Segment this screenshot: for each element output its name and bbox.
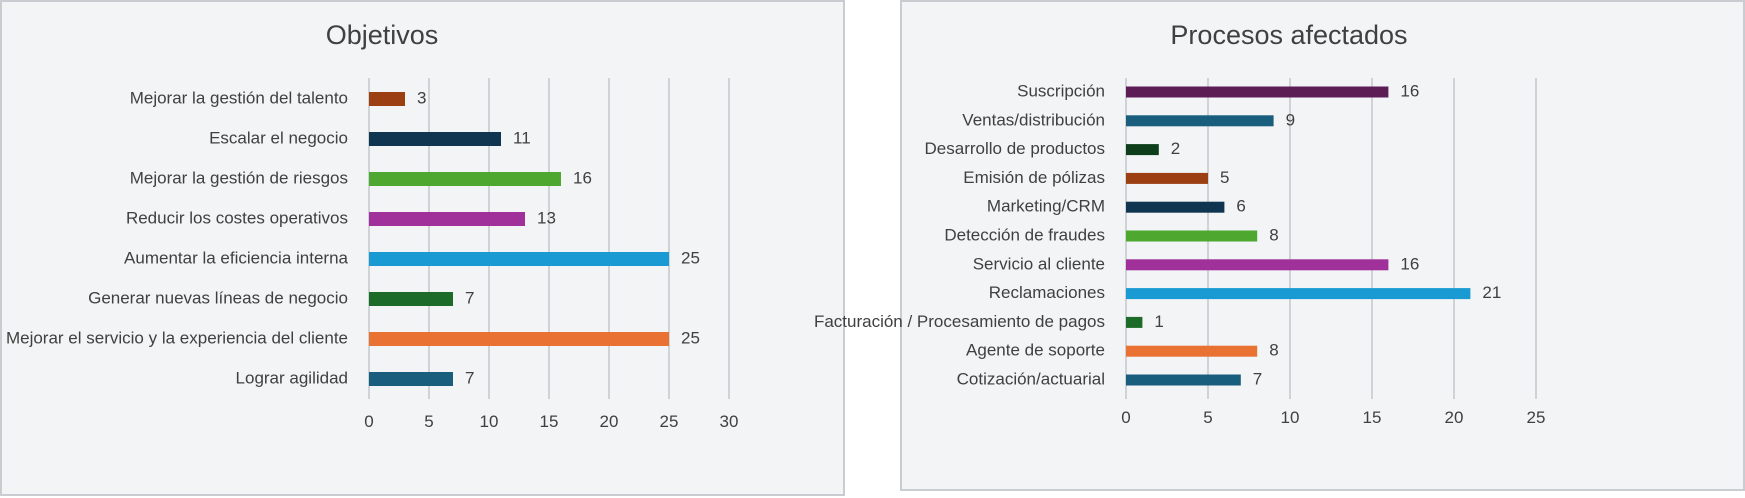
chart-objetivos: Objetivos 0 5 10 15 20 25 30 Mejorar la gestión… — [0, 0, 845, 496]
data-label: 16 — [1400, 254, 1419, 273]
bar — [1126, 288, 1471, 300]
category-label: Mejorar la gestión de riesgos — [130, 168, 348, 187]
data-label: 5 — [1220, 168, 1229, 187]
chart-objetivos-svg: Objetivos 0 5 10 15 20 25 30 Mejorar la gestión… — [6, 20, 739, 431]
x-tick-label: 5 — [424, 412, 433, 431]
x-tick-label: 15 — [540, 412, 559, 431]
x-tick-label: 0 — [1121, 408, 1130, 427]
category-label: Marketing/CRM — [987, 197, 1105, 216]
bar — [1126, 259, 1389, 271]
category-label: Generar nuevas líneas de negocio — [88, 288, 348, 307]
category-label: Reclamaciones — [989, 283, 1105, 302]
data-label: 25 — [681, 248, 700, 267]
category-label: Facturación / Procesamiento de pagos — [814, 312, 1105, 331]
category-label: Detección de fraudes — [944, 225, 1105, 244]
data-label: 3 — [417, 88, 426, 107]
bar — [1126, 86, 1389, 98]
data-label: 7 — [465, 368, 474, 387]
data-label: 7 — [1253, 369, 1262, 388]
bar — [1126, 374, 1241, 386]
category-label: Escalar el negocio — [209, 128, 348, 147]
data-label: 6 — [1236, 197, 1245, 216]
bar — [1126, 230, 1258, 242]
bar — [369, 132, 501, 146]
category-label: Mejorar la gestión del talento — [130, 88, 348, 107]
category-label: Suscripción — [1017, 81, 1105, 100]
chart-title: Procesos afectados — [1170, 20, 1407, 50]
data-label: 8 — [1269, 225, 1278, 244]
data-label: 16 — [573, 168, 592, 187]
x-tick-label: 20 — [600, 412, 619, 431]
bar — [369, 372, 453, 386]
chart-title: Objetivos — [326, 20, 439, 50]
data-label: 11 — [513, 128, 531, 147]
category-label: Ventas/distribución — [962, 110, 1105, 129]
chart-procesos-svg: Procesos afectados 0 5 10 15 20 25Suscripción… — [814, 20, 1546, 427]
bar — [369, 292, 453, 306]
data-label: 21 — [1482, 283, 1501, 302]
category-label: Mejorar el servicio y la experiencia del… — [6, 328, 348, 347]
category-label: Cotización/actuarial — [957, 369, 1105, 388]
x-tick-label: 10 — [480, 412, 499, 431]
category-label: Servicio al cliente — [973, 254, 1105, 273]
category-label: Aumentar la eficiencia interna — [124, 248, 349, 267]
bar — [1126, 345, 1258, 357]
chart-procesos-afectados: Procesos afectados 0 5 10 15 20 25 Suscripción… — [814, 0, 1745, 491]
bar — [1126, 172, 1208, 184]
data-label: 16 — [1400, 81, 1419, 100]
data-label: 25 — [681, 328, 700, 347]
data-label: 8 — [1269, 341, 1278, 360]
x-tick-label: 15 — [1363, 408, 1382, 427]
x-tick-label: 0 — [364, 412, 373, 431]
x-tick-label: 25 — [660, 412, 679, 431]
bar — [369, 172, 561, 186]
bar — [369, 212, 525, 226]
category-label: Emisión de pólizas — [963, 168, 1105, 187]
x-tick-label: 20 — [1445, 408, 1464, 427]
data-label: 13 — [537, 208, 556, 227]
x-tick-label: 5 — [1203, 408, 1212, 427]
bar — [1126, 144, 1159, 156]
x-tick-label: 30 — [720, 412, 739, 431]
category-label: Reducir los costes operativos — [126, 208, 348, 227]
data-label: 1 — [1154, 312, 1163, 331]
data-label: 2 — [1171, 139, 1180, 158]
bar — [1126, 316, 1143, 328]
bar — [1126, 201, 1225, 213]
bar — [369, 332, 669, 346]
bar — [369, 252, 669, 266]
category-label: Agente de soporte — [966, 341, 1105, 360]
x-tick-label: 25 — [1527, 408, 1546, 427]
data-label: 7 — [465, 288, 474, 307]
category-label: Desarrollo de productos — [925, 139, 1105, 158]
x-tick-label: 10 — [1281, 408, 1300, 427]
data-label: 9 — [1286, 110, 1295, 129]
bar — [1126, 115, 1274, 127]
category-label: Lograr agilidad — [236, 368, 348, 387]
bar — [369, 92, 405, 106]
